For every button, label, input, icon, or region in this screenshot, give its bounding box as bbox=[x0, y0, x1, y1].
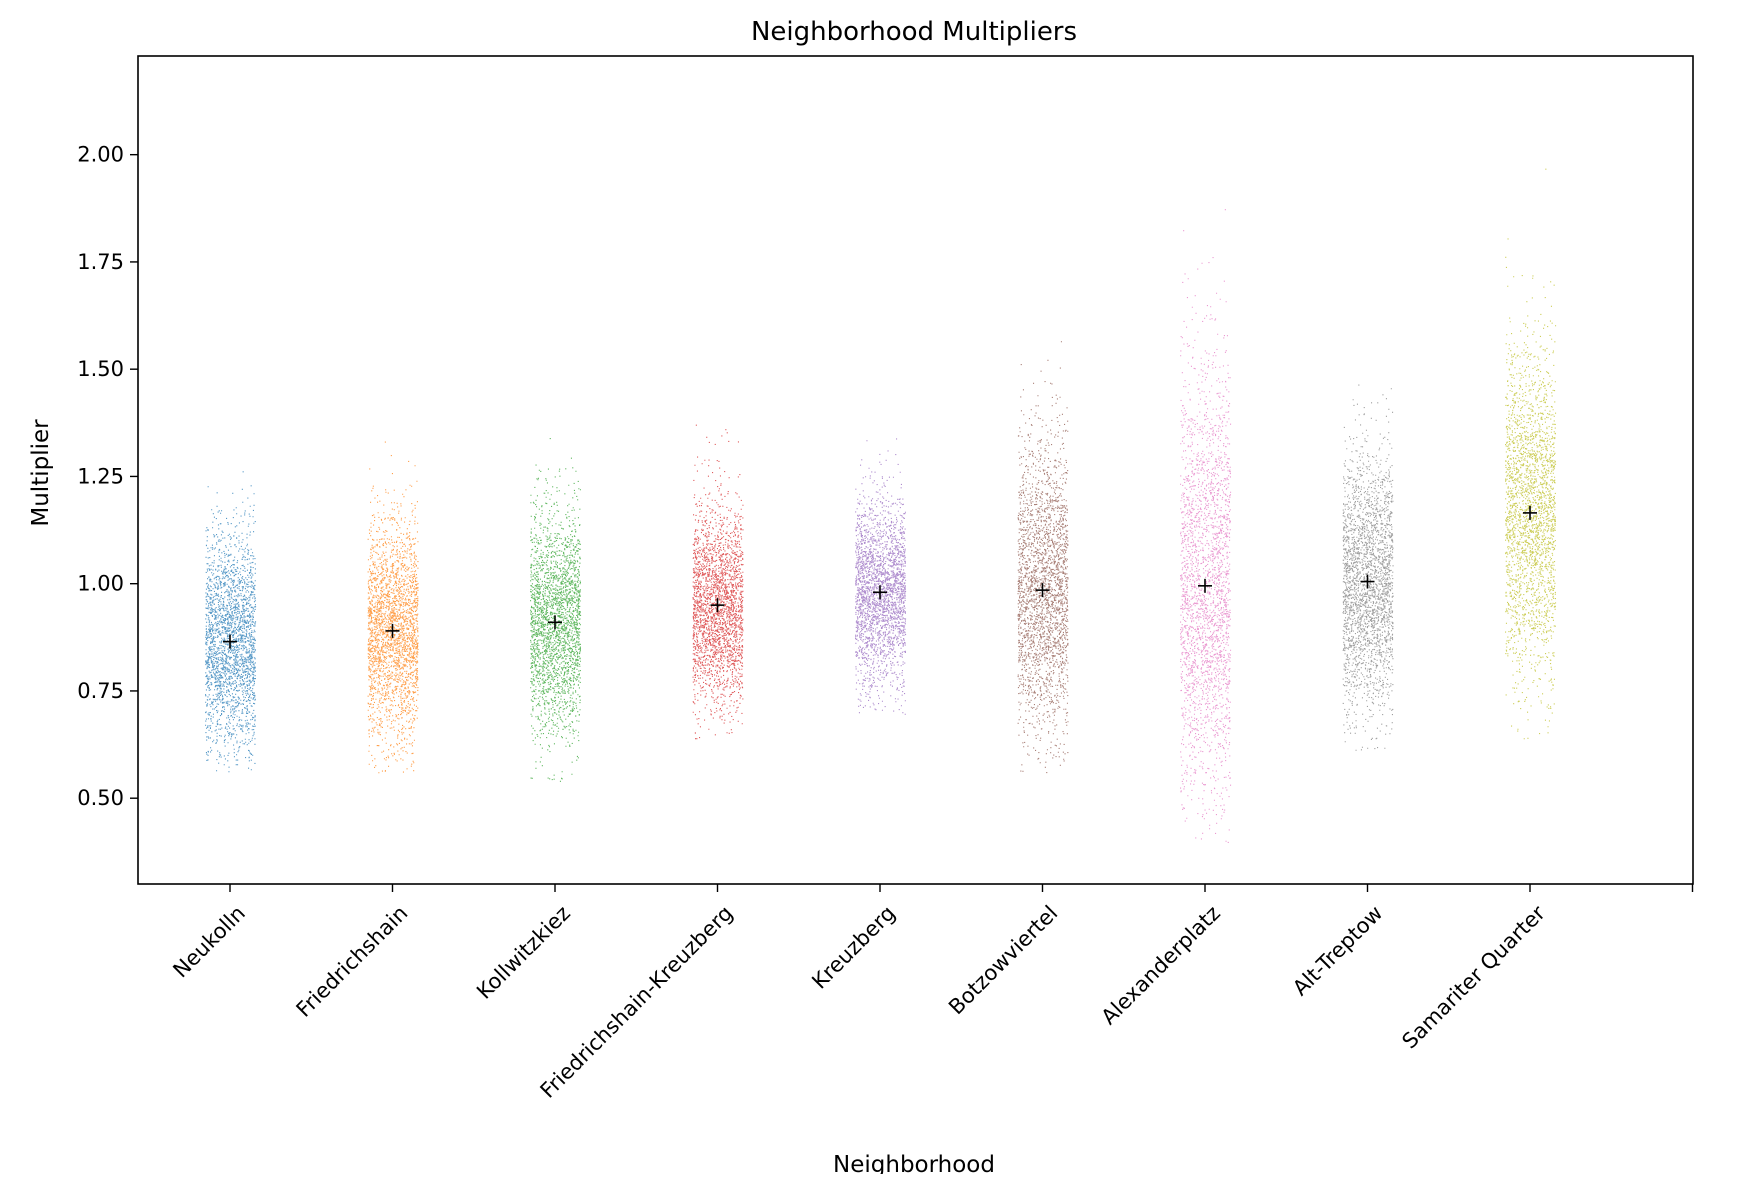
scatter-points bbox=[1505, 168, 1557, 740]
series-points-4 bbox=[855, 438, 907, 715]
y-tick-label: 1.00 bbox=[77, 572, 124, 596]
mean-marker-1 bbox=[385, 623, 400, 638]
mean-markers bbox=[223, 505, 1537, 649]
scatter-points bbox=[1180, 209, 1232, 844]
mean-marker-5 bbox=[1035, 583, 1050, 598]
y-tick-label: 0.50 bbox=[77, 786, 124, 810]
y-tick-label: 2.00 bbox=[77, 143, 124, 167]
plot-area-frame bbox=[137, 55, 1694, 885]
x-tick-label: Friedrichshain bbox=[292, 901, 413, 1022]
y-axis: 0.50 0.75 1.00 1.25 1.50 1.75 2.00 bbox=[77, 143, 138, 810]
x-tick-label: Alexanderplatz bbox=[1097, 901, 1225, 1029]
y-tick-label: 1.50 bbox=[77, 357, 124, 381]
x-tick-label: Neukolln bbox=[168, 901, 249, 982]
scatter-points bbox=[855, 438, 907, 715]
series-points-5 bbox=[1017, 341, 1069, 774]
mean-marker-2 bbox=[548, 615, 562, 630]
series-points-7 bbox=[1342, 384, 1394, 751]
mean-marker-0 bbox=[223, 634, 237, 649]
x-tick-label: Kreuzberg bbox=[807, 901, 900, 994]
x-axis: Neukolln Friedrichshain KollwitzkiezFriedr… bbox=[168, 884, 1694, 1103]
x-tick-label: Botzowviertel bbox=[944, 901, 1062, 1019]
series-points-0 bbox=[205, 471, 257, 773]
mean-marker-3 bbox=[710, 598, 725, 613]
series-points-8 bbox=[1505, 168, 1557, 740]
scatter-points bbox=[692, 424, 744, 740]
x-axis-label: Neighborhood bbox=[833, 1152, 995, 1174]
scatter-points bbox=[367, 441, 419, 774]
x-tick-label: Alt-Treptow bbox=[1288, 901, 1387, 1000]
y-tick-label: 1.75 bbox=[77, 250, 124, 274]
scatter-points bbox=[205, 471, 257, 773]
mean-marker-6 bbox=[1198, 578, 1212, 593]
y-tick-label: 1.25 bbox=[77, 464, 124, 488]
series-points-6 bbox=[1180, 209, 1232, 844]
scatter-points bbox=[1342, 384, 1394, 751]
mean-marker-4 bbox=[873, 585, 887, 600]
x-tick-label: Samariter Quarter bbox=[1397, 901, 1550, 1054]
series-points-3 bbox=[692, 424, 744, 740]
series-points-1 bbox=[367, 441, 419, 774]
mean-marker-8 bbox=[1523, 505, 1537, 520]
points-layer bbox=[205, 168, 1557, 844]
series-points-2 bbox=[530, 438, 582, 782]
x-tick-label: Kollwitzkiez bbox=[472, 901, 575, 1004]
chart-title: Neighborhood Multipliers bbox=[751, 17, 1077, 47]
scatter-points bbox=[1017, 341, 1069, 774]
mean-marker-7 bbox=[1360, 574, 1375, 589]
scatter-points bbox=[530, 438, 582, 782]
y-tick-label: 0.75 bbox=[77, 679, 124, 703]
y-axis-label: Multiplier bbox=[28, 419, 54, 527]
x-tick-label: Friedrichshain-Kreuzberg bbox=[536, 901, 738, 1103]
